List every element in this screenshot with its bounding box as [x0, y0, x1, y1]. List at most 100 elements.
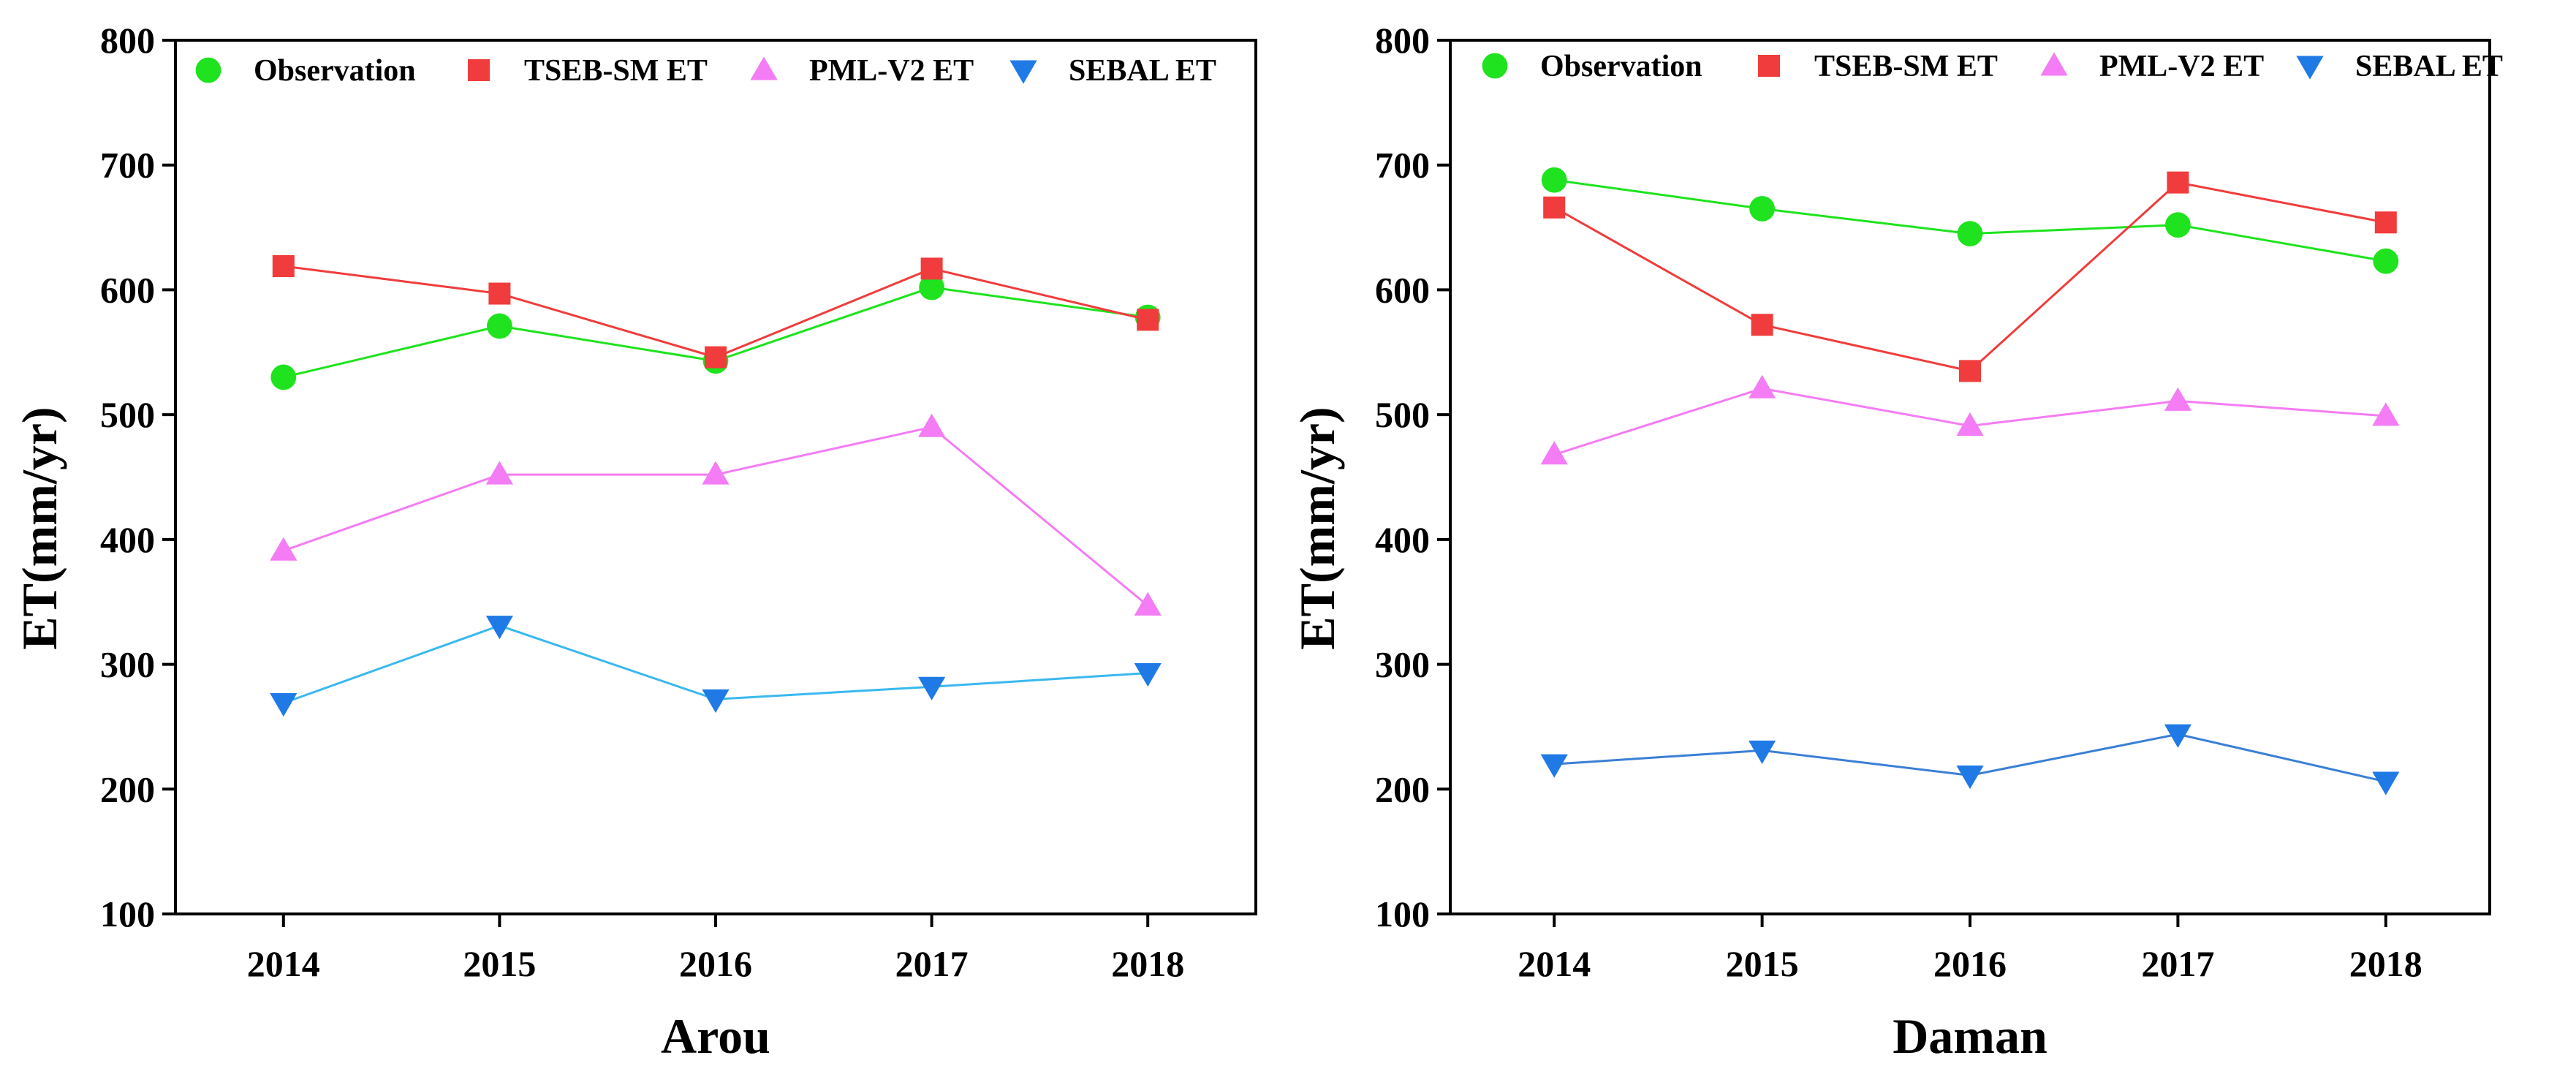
data-point [2374, 211, 2397, 234]
x-tick-label: 2014 [1518, 943, 1591, 984]
data-point [702, 461, 730, 485]
legend-marker [750, 56, 778, 80]
data-point [2372, 402, 2400, 426]
data-point [920, 257, 943, 280]
data-point [485, 461, 513, 485]
y-tick-label: 400 [1375, 519, 1430, 560]
x-tick-label: 2017 [895, 943, 969, 984]
data-point [485, 616, 513, 640]
data-point [2165, 212, 2191, 238]
data-point [1749, 740, 1776, 764]
legend-item-pml-v2: PML-V2 ET [2040, 50, 2264, 83]
y-tick-label: 400 [100, 519, 155, 560]
y-tick-label: 700 [100, 145, 155, 186]
legend-label: Observation [254, 54, 416, 88]
legend-marker [1482, 53, 1508, 79]
legend-item-sebal: SEBAL ET [1009, 54, 1216, 88]
data-point [702, 689, 730, 713]
series-tseb-sm [1543, 171, 2397, 382]
legend-item-pml-v2: PML-V2 ET [750, 54, 974, 88]
y-tick-label: 500 [100, 394, 155, 435]
y-axis-title: ET(mm/yr) [12, 407, 67, 649]
x-tick-label: 2016 [679, 943, 752, 984]
legend-item-observation: Observation [195, 54, 416, 88]
series-sebal [270, 616, 1162, 717]
x-tick-label: 2018 [1111, 943, 1184, 984]
data-point [2167, 171, 2189, 194]
data-point [2164, 724, 2192, 748]
data-point [1957, 221, 1983, 247]
y-tick-label: 600 [100, 269, 155, 310]
x-tick-label: 2015 [463, 943, 536, 984]
y-tick-label: 800 [100, 20, 155, 61]
data-point [918, 413, 946, 437]
series-pml-v2 [1540, 374, 2400, 465]
data-point [1134, 592, 1162, 616]
legend-label: Observation [1540, 50, 1702, 83]
data-point [2373, 248, 2399, 274]
data-point [1134, 663, 1162, 687]
legend-label: SEBAL ET [2355, 50, 2503, 83]
data-point [270, 537, 298, 561]
y-axis-title: ET(mm/yr) [1289, 407, 1345, 649]
data-point [1959, 360, 1981, 382]
legend-item-observation: Observation [1482, 50, 1702, 83]
data-point [1956, 412, 1984, 437]
x-axis-title: Arou [661, 1008, 770, 1064]
legend: Observation TSEB-SM ET PML-V2 ET SEBAL ET [195, 54, 1216, 88]
data-point [272, 254, 295, 277]
series-line [1553, 181, 2387, 373]
x-tick-label: 2014 [247, 943, 320, 984]
legend-item-tseb-sm: TSEB-SM ET [1758, 50, 1998, 83]
data-point [1540, 754, 1568, 778]
legend-label: TSEB-SM ET [1814, 50, 1998, 83]
data-point [487, 313, 512, 339]
data-point [705, 346, 727, 369]
x-tick-label: 2018 [2349, 943, 2422, 984]
data-point [2164, 387, 2192, 411]
y-tick-label: 800 [1375, 20, 1430, 61]
y-tick-label: 300 [1375, 644, 1430, 685]
chart-panel-1: 100 200 300 400 500 600 700 800 2014 2015 2016 2017… [12, 20, 1257, 1064]
legend-marker [2040, 52, 2068, 76]
data-point [270, 364, 297, 390]
data-point [1543, 196, 1566, 219]
series-tseb-sm [272, 254, 1159, 369]
y-tick-label: 100 [1375, 893, 1430, 934]
data-point [270, 692, 298, 717]
series-line [1553, 178, 2387, 262]
y-tick-label: 700 [1375, 145, 1430, 186]
y-tick-label: 200 [1375, 768, 1430, 809]
x-tick-label: 2016 [1933, 943, 2007, 984]
data-point [1137, 309, 1159, 331]
legend-item-sebal: SEBAL ET [2296, 50, 2503, 83]
series-observation [1541, 167, 2399, 274]
data-point [918, 676, 946, 700]
data-point [919, 274, 944, 301]
chart-panel-2: 100 200 300 400 500 600 700 800 2014 2015 2016 2017… [1289, 20, 2503, 1064]
series-sebal [1540, 724, 2400, 796]
legend-label: PML-V2 ET [2099, 50, 2264, 83]
series-pml-v2 [270, 413, 1162, 616]
y-tick-label: 600 [1375, 269, 1430, 310]
x-tick-label: 2015 [1726, 943, 1799, 984]
legend: Observation TSEB-SM ET PML-V2 ET SEBAL ET [1482, 50, 2503, 83]
series-line [283, 265, 1148, 359]
y-tick-label: 200 [100, 768, 155, 809]
y-tick-label: 500 [1375, 394, 1430, 435]
data-point [1749, 196, 1776, 222]
data-point [1751, 314, 1773, 336]
x-axis-title: Daman [1893, 1008, 2047, 1064]
data-point [1956, 766, 1984, 790]
legend-label: SEBAL ET [1069, 54, 1216, 88]
legend-label: TSEB-SM ET [524, 54, 708, 88]
y-tick-label: 300 [100, 644, 155, 685]
legend-label: PML-V2 ET [809, 54, 974, 88]
legend-marker [468, 59, 490, 81]
series-line [283, 426, 1149, 607]
x-tick-label: 2017 [2141, 943, 2214, 984]
data-point [1541, 167, 1567, 193]
legend-marker [195, 57, 221, 83]
legend-marker [1009, 60, 1037, 84]
